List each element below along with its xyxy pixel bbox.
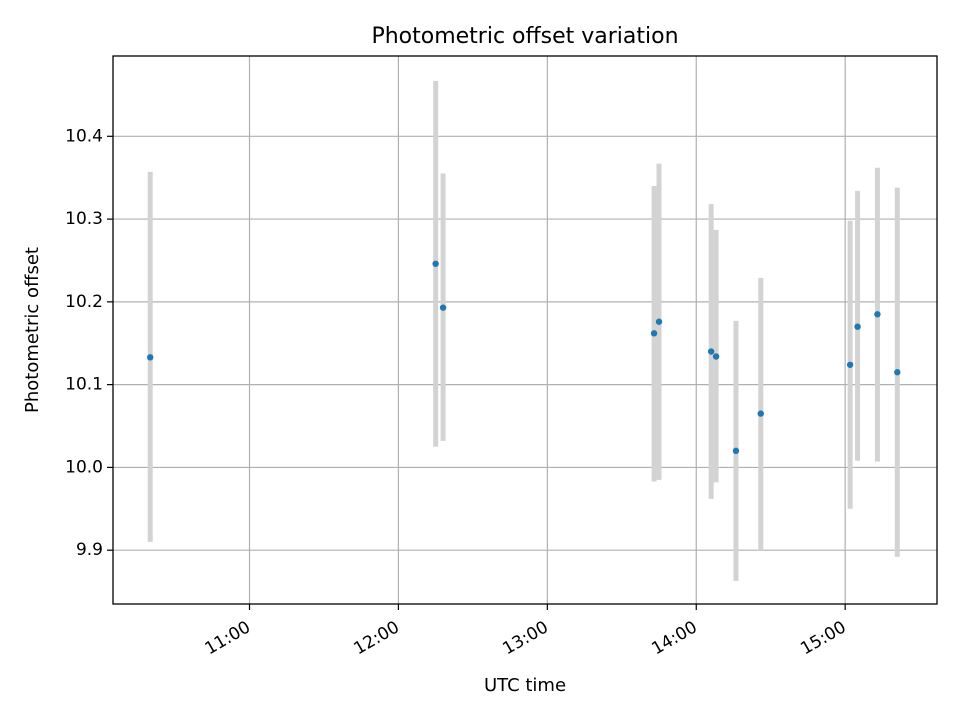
y-tick-label: 10.0 — [65, 457, 103, 477]
x-tick-label: 11:00 — [202, 617, 254, 659]
x-tick-label: 14:00 — [648, 617, 700, 659]
y-tick-label: 10.1 — [65, 375, 103, 395]
y-tick-label: 9.9 — [76, 540, 103, 560]
data-point — [712, 353, 720, 360]
point-layer — [147, 260, 901, 455]
y-tick-label: 10.4 — [65, 126, 103, 146]
data-point — [854, 323, 861, 330]
errorbar-layer — [147, 80, 900, 581]
y-tick-label: 10.2 — [65, 292, 103, 312]
data-point — [432, 260, 439, 267]
data-point — [655, 318, 663, 325]
x-tick-layer: 11:00 12:00 13:00 14:00 15:00 — [202, 604, 850, 659]
data-point — [732, 447, 740, 455]
data-point — [439, 304, 447, 311]
y-tick-layer: 9.9 10.0 10.1 10.2 10.3 10.4 — [65, 126, 113, 560]
x-tick-label: 13:00 — [499, 617, 551, 659]
y-tick-label: 10.3 — [65, 209, 103, 229]
chart-title: Photometric offset variation — [371, 24, 678, 49]
y-axis-label: Photometric offset — [22, 247, 43, 413]
data-point — [894, 369, 901, 376]
x-axis-label: UTC time — [484, 675, 566, 696]
data-point — [846, 361, 854, 368]
data-point — [874, 311, 881, 318]
x-tick-label: 15:00 — [797, 617, 849, 659]
data-point — [147, 354, 154, 361]
grid-layer — [113, 56, 937, 604]
x-tick-label: 12:00 — [350, 617, 402, 659]
plot-frame — [112, 55, 938, 605]
data-point — [650, 330, 658, 337]
data-point — [707, 348, 715, 355]
data-point — [757, 410, 764, 417]
